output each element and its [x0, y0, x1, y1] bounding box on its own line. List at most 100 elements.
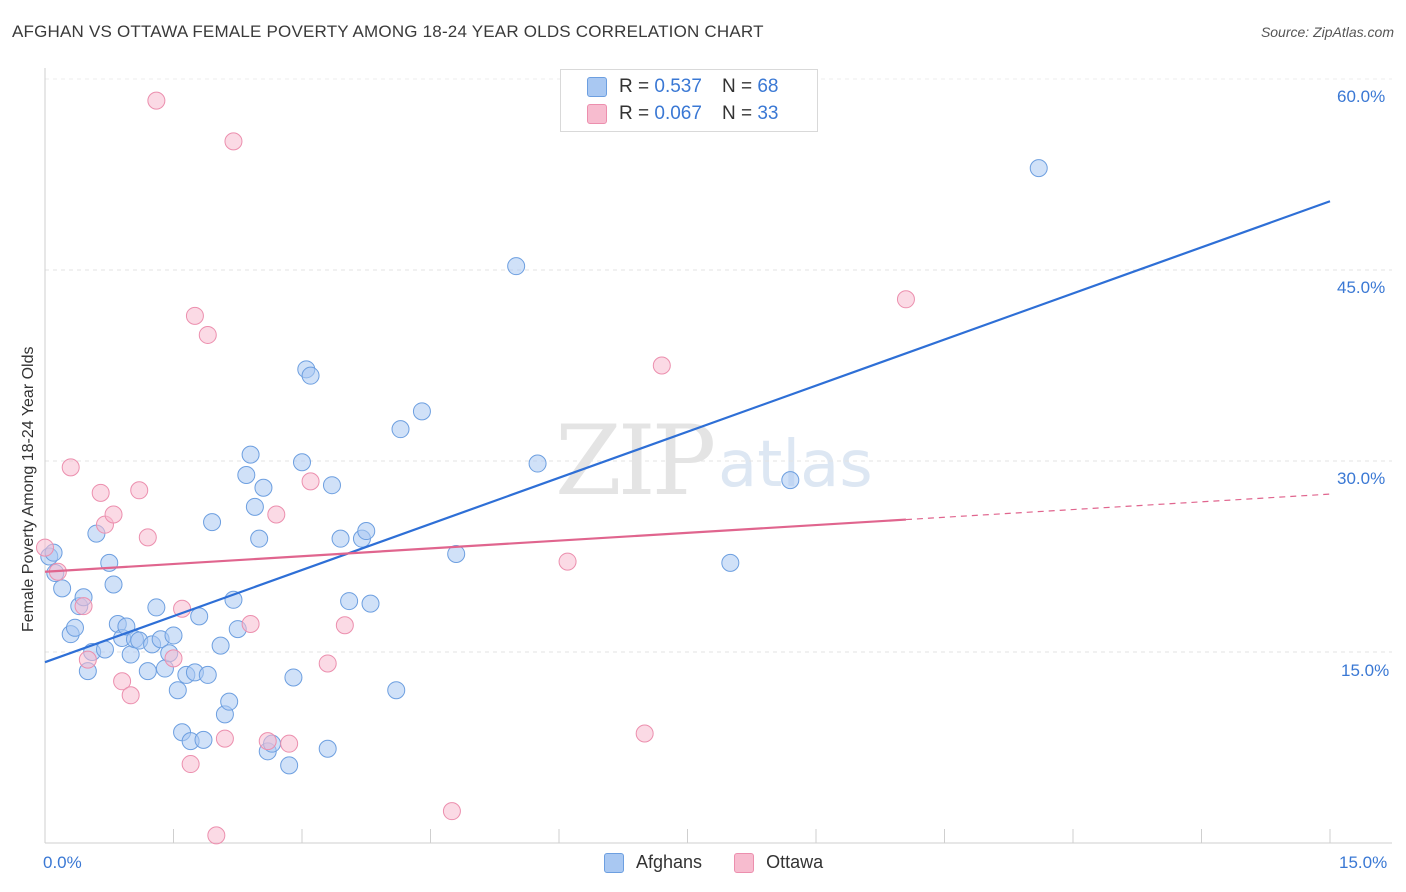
- data-point-afghans: [250, 529, 269, 548]
- data-point-afghans: [147, 598, 166, 617]
- data-point-afghans: [138, 662, 157, 681]
- legend-row-afghans: R = 0.537 N = 68: [561, 74, 778, 100]
- chart-title: AFGHAN VS OTTAWA FEMALE POVERTY AMONG 18…: [12, 22, 764, 41]
- legend-n-label: N =: [721, 103, 753, 124]
- legend-swatch-afghans: [604, 852, 624, 873]
- data-point-ottawa: [74, 597, 93, 616]
- data-point-afghans: [245, 497, 264, 516]
- data-point-ottawa: [121, 686, 140, 705]
- data-point-afghans: [361, 594, 380, 613]
- data-point-ottawa: [224, 132, 243, 151]
- legend-r-label: R =: [619, 76, 650, 97]
- y-tick-label-60: 60.0%: [1337, 87, 1386, 106]
- legend-r-value-afghans: 0.537: [654, 76, 702, 97]
- data-point-ottawa: [91, 483, 110, 502]
- data-point-afghans: [781, 471, 800, 490]
- data-point-ottawa: [267, 505, 286, 524]
- legend-item-afghans[interactable]: Afghans: [604, 852, 702, 873]
- data-point-afghans: [1029, 159, 1048, 178]
- data-point-afghans: [301, 366, 320, 385]
- data-point-afghans: [198, 665, 217, 684]
- data-point-ottawa: [130, 481, 149, 500]
- data-point-afghans: [65, 618, 84, 637]
- legend-n-label: N =: [721, 76, 753, 97]
- data-point-afghans: [322, 476, 341, 495]
- trend-line-ottawa: [44, 518, 907, 573]
- correlation-legend: R = 0.537 N = 68 R = 0.067 N = 33: [560, 69, 818, 132]
- legend-label-ottawa: Ottawa: [766, 852, 824, 872]
- data-point-ottawa: [442, 802, 461, 821]
- data-point-afghans: [168, 681, 187, 700]
- data-point-ottawa: [104, 505, 123, 524]
- data-point-ottawa: [138, 528, 157, 547]
- data-point-ottawa: [173, 599, 192, 618]
- trend-line-afghans: [44, 200, 1331, 664]
- data-point-afghans: [721, 553, 740, 572]
- source-credit: Source: ZipAtlas.com: [1260, 24, 1394, 40]
- data-point-afghans: [387, 681, 406, 700]
- legend-item-ottawa[interactable]: Ottawa: [734, 852, 823, 873]
- y-tick-label-30: 30.0%: [1337, 469, 1386, 488]
- x-tick-label-max: 15.0%: [1339, 853, 1388, 872]
- data-point-afghans: [412, 402, 431, 421]
- data-point-afghans: [53, 579, 72, 598]
- data-point-ottawa: [185, 306, 204, 325]
- data-point-afghans: [284, 668, 303, 687]
- data-point-afghans: [318, 739, 337, 758]
- data-point-afghans: [164, 626, 183, 645]
- data-point-afghans: [104, 575, 123, 594]
- data-point-ottawa: [164, 649, 183, 668]
- data-point-ottawa: [301, 472, 320, 491]
- data-point-afghans: [254, 478, 273, 497]
- data-point-ottawa: [635, 724, 654, 743]
- data-point-afghans: [190, 607, 209, 626]
- data-point-afghans: [331, 529, 350, 548]
- y-tick-label-15: 15.0%: [1341, 661, 1390, 680]
- data-point-afghans: [203, 513, 222, 532]
- data-point-afghans: [447, 544, 466, 563]
- data-point-afghans: [237, 466, 256, 485]
- data-point-afghans: [528, 454, 547, 473]
- data-point-ottawa: [207, 826, 226, 845]
- data-point-ottawa: [181, 755, 200, 774]
- legend-label-afghans: Afghans: [636, 852, 703, 872]
- data-point-afghans: [280, 756, 299, 775]
- legend-swatch-ottawa: [734, 852, 755, 873]
- data-point-ottawa: [61, 458, 80, 477]
- legend-swatch-ottawa: [587, 104, 607, 124]
- data-point-ottawa: [896, 290, 915, 309]
- data-point-afghans: [357, 522, 376, 541]
- legend-row-ottawa: R = 0.067 N = 33: [561, 101, 778, 127]
- data-point-ottawa: [652, 356, 671, 375]
- data-point-ottawa: [198, 325, 217, 344]
- data-point-afghans: [340, 592, 359, 611]
- x-tick-label-min: 0.0%: [43, 853, 82, 872]
- legend-n-value-afghans: 68: [757, 76, 779, 97]
- data-point-afghans: [507, 257, 526, 276]
- data-point-ottawa: [558, 552, 577, 571]
- data-point-ottawa: [258, 732, 277, 751]
- data-point-afghans: [293, 453, 311, 472]
- data-point-ottawa: [318, 654, 337, 673]
- legend-n-value-ottawa: 33: [757, 103, 779, 124]
- trend-line-dashed-ottawa: [905, 493, 1331, 521]
- legend-r-value-ottawa: 0.067: [654, 103, 702, 124]
- series-legend: Afghans Ottawa: [604, 852, 855, 873]
- data-point-afghans: [194, 730, 213, 749]
- data-point-afghans: [211, 636, 230, 655]
- data-point-ottawa: [78, 650, 97, 669]
- watermark-atlas: atlas: [718, 428, 873, 502]
- data-point-ottawa: [36, 538, 54, 557]
- data-point-ottawa: [113, 672, 132, 691]
- data-point-afghans: [220, 692, 239, 711]
- data-point-ottawa: [215, 729, 234, 748]
- data-point-ottawa: [147, 91, 166, 110]
- y-axis-label: Female Poverty Among 18-24 Year Olds: [20, 346, 37, 633]
- data-point-ottawa: [280, 734, 299, 753]
- data-point-ottawa: [241, 614, 260, 633]
- y-tick-label-45: 45.0%: [1337, 278, 1386, 297]
- data-point-ottawa: [335, 616, 354, 635]
- data-point-afghans: [391, 420, 410, 439]
- legend-swatch-afghans: [587, 77, 607, 97]
